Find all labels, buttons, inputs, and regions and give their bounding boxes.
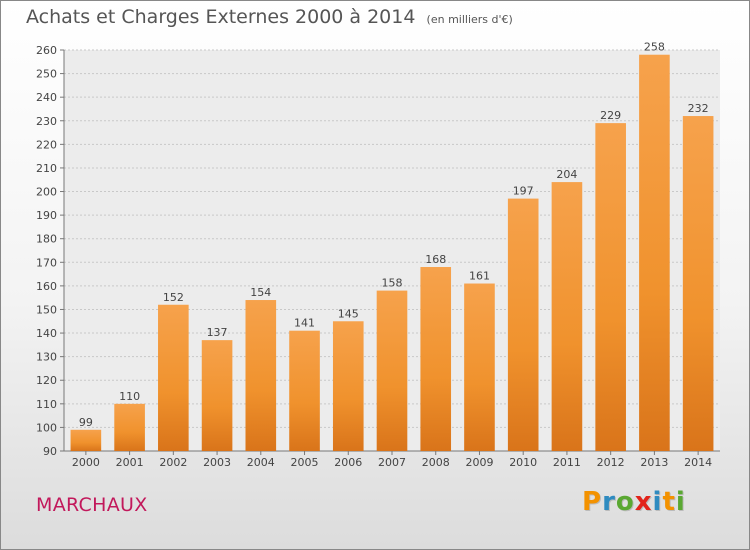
x-tick-label: 2010	[509, 456, 537, 469]
logo-letter: o	[615, 487, 635, 517]
x-tick-label: 2006	[334, 456, 362, 469]
bar	[376, 290, 408, 451]
x-tick-label: 2013	[640, 456, 668, 469]
x-tick-label: 2004	[247, 456, 275, 469]
y-tick-label: 200	[36, 186, 57, 199]
x-tick-label: 2012	[597, 456, 625, 469]
bar-value-label: 145	[338, 307, 359, 320]
bar-value-label: 258	[644, 41, 665, 54]
bar	[507, 198, 539, 451]
x-tick-label: 2011	[553, 456, 581, 469]
bar	[332, 321, 364, 451]
bar	[289, 330, 320, 451]
x-tick-label: 2005	[291, 456, 319, 469]
logo-letter: x	[634, 487, 653, 517]
chart-title: Achats et Charges Externes 2000 à 2014	[26, 6, 416, 28]
y-tick-label: 110	[36, 398, 57, 411]
logo-letter: r	[602, 487, 616, 517]
chart-subtitle: (en milliers d'€)	[426, 13, 513, 26]
y-tick-label: 160	[36, 280, 57, 293]
y-tick-label: 100	[36, 421, 57, 434]
y-tick-label: 260	[36, 44, 57, 57]
x-tick-label: 2007	[378, 456, 406, 469]
bar	[158, 304, 189, 451]
bar	[420, 267, 452, 451]
y-tick-label: 150	[36, 303, 57, 316]
y-tick-label: 210	[36, 162, 57, 175]
bar-value-label: 161	[469, 270, 490, 283]
y-tick-label: 170	[36, 256, 57, 269]
y-tick-label: 120	[36, 374, 57, 387]
bar-value-label: 197	[513, 185, 534, 198]
y-tick-label: 180	[36, 233, 57, 246]
bar	[551, 182, 583, 451]
bar	[682, 116, 714, 451]
bar-value-label: 141	[294, 317, 315, 330]
bar-value-label: 204	[556, 168, 577, 181]
x-tick-label: 2002	[159, 456, 187, 469]
y-tick-label: 240	[36, 91, 57, 104]
bar-value-label: 229	[600, 109, 621, 122]
x-tick-label: 2001	[116, 456, 144, 469]
x-tick-label: 2009	[465, 456, 493, 469]
bar	[245, 300, 277, 451]
bar	[70, 429, 102, 451]
logo-letter: i	[675, 487, 686, 517]
bar-value-label: 137	[207, 326, 228, 339]
commune-name: MARCHAUX	[36, 494, 148, 516]
logo-letter: t	[662, 487, 676, 517]
x-tick-label: 2008	[422, 456, 450, 469]
bar-value-label: 152	[163, 291, 184, 304]
x-tick-label: 2000	[72, 456, 100, 469]
x-tick-label: 2014	[684, 456, 712, 469]
bar-value-label: 232	[688, 102, 709, 115]
y-tick-label: 190	[36, 209, 57, 222]
bar	[201, 340, 233, 451]
x-tick-label: 2003	[203, 456, 231, 469]
y-tick-label: 90	[43, 445, 57, 458]
bar	[595, 123, 626, 451]
logo-letter: i	[652, 487, 663, 517]
bar-value-label: 168	[425, 253, 446, 266]
bar-value-label: 99	[79, 416, 93, 429]
y-tick-label: 250	[36, 68, 57, 81]
bar-value-label: 154	[250, 286, 271, 299]
y-tick-label: 220	[36, 138, 57, 151]
chart-title-row: Achats et Charges Externes 2000 à 2014 (…	[26, 6, 513, 28]
bar	[114, 403, 145, 451]
y-tick-label: 230	[36, 115, 57, 128]
bar	[464, 283, 495, 451]
bar	[639, 54, 670, 451]
y-tick-label: 130	[36, 351, 57, 364]
logo-letter: P	[582, 487, 603, 517]
bar-value-label: 158	[382, 277, 403, 290]
proxiti-logo: Proxiti	[582, 487, 686, 517]
bar-value-label: 110	[119, 390, 140, 403]
y-tick-label: 140	[36, 327, 57, 340]
